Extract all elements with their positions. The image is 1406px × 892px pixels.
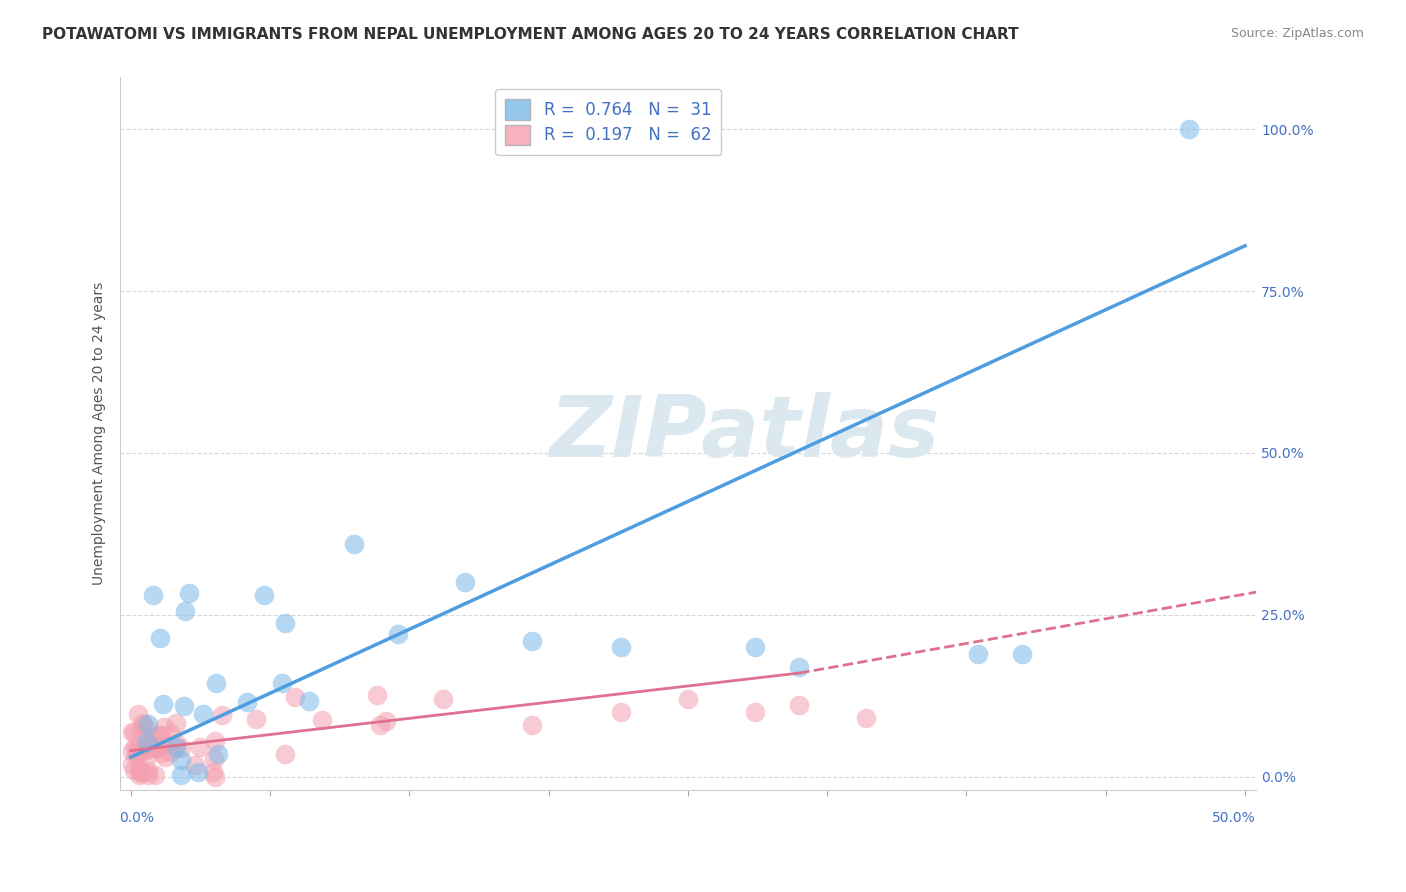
Point xyxy=(149,728,172,742)
Point xyxy=(1178,122,1201,136)
Point xyxy=(744,705,766,719)
Point xyxy=(610,705,633,719)
Point xyxy=(191,707,214,722)
Point xyxy=(202,752,225,766)
Point xyxy=(236,695,259,709)
Point xyxy=(132,744,155,758)
Point xyxy=(135,723,157,737)
Point xyxy=(207,747,229,762)
Point xyxy=(159,726,181,740)
Point xyxy=(127,706,149,721)
Point xyxy=(273,747,295,761)
Point xyxy=(205,676,228,690)
Point xyxy=(146,740,169,755)
Point xyxy=(125,742,148,756)
Point xyxy=(149,631,172,645)
Point xyxy=(124,724,146,739)
Text: Source: ZipAtlas.com: Source: ZipAtlas.com xyxy=(1230,27,1364,40)
Point xyxy=(274,615,297,630)
Point xyxy=(143,767,166,781)
Point xyxy=(520,718,543,732)
Point xyxy=(135,752,157,766)
Text: ZIPatlas: ZIPatlas xyxy=(550,392,939,475)
Point xyxy=(173,698,195,713)
Point xyxy=(284,690,307,704)
Point xyxy=(855,711,877,725)
Point xyxy=(124,739,146,754)
Point xyxy=(127,747,149,761)
Point xyxy=(454,575,477,590)
Point xyxy=(204,734,226,748)
Point xyxy=(141,740,163,755)
Point xyxy=(145,740,167,755)
Text: POTAWATOMI VS IMMIGRANTS FROM NEPAL UNEMPLOYMENT AMONG AGES 20 TO 24 YEARS CORRE: POTAWATOMI VS IMMIGRANTS FROM NEPAL UNEM… xyxy=(42,27,1019,42)
Point xyxy=(121,756,143,771)
Point xyxy=(128,768,150,782)
Point xyxy=(136,716,159,731)
Point xyxy=(132,716,155,731)
Point xyxy=(160,745,183,759)
Point xyxy=(152,698,174,712)
Point xyxy=(153,720,176,734)
Point xyxy=(375,714,398,728)
Text: 0.0%: 0.0% xyxy=(120,811,155,824)
Point xyxy=(124,764,146,778)
Text: 50.0%: 50.0% xyxy=(1212,811,1256,824)
Point xyxy=(138,764,160,779)
Point xyxy=(165,736,187,750)
Point xyxy=(173,605,195,619)
Point xyxy=(311,713,333,727)
Point xyxy=(298,694,321,708)
Point xyxy=(136,734,159,748)
Point xyxy=(136,768,159,782)
Point xyxy=(744,640,766,654)
Point xyxy=(966,647,988,661)
Point xyxy=(153,750,176,764)
Point xyxy=(204,770,226,784)
Point xyxy=(142,588,165,602)
Point xyxy=(128,743,150,757)
Point xyxy=(138,736,160,750)
Point xyxy=(128,761,150,775)
Point xyxy=(187,764,209,779)
Y-axis label: Unemployment Among Ages 20 to 24 years: Unemployment Among Ages 20 to 24 years xyxy=(93,282,107,585)
Point xyxy=(342,536,364,550)
Point xyxy=(129,764,152,779)
Point xyxy=(253,588,276,602)
Point xyxy=(138,742,160,756)
Point xyxy=(165,739,187,754)
Point xyxy=(165,716,187,731)
Point xyxy=(201,765,224,780)
Legend: R =  0.764   N =  31, R =  0.197   N =  62: R = 0.764 N = 31, R = 0.197 N = 62 xyxy=(495,89,721,155)
Point xyxy=(129,766,152,780)
Point xyxy=(387,627,409,641)
Point xyxy=(121,743,143,757)
Point xyxy=(170,740,193,755)
Point xyxy=(245,713,267,727)
Point xyxy=(787,698,810,713)
Point xyxy=(125,748,148,763)
Point xyxy=(142,731,165,745)
Point xyxy=(121,725,143,739)
Point xyxy=(132,718,155,732)
Point xyxy=(1011,647,1033,661)
Point xyxy=(170,753,193,767)
Point xyxy=(148,728,170,742)
Point xyxy=(676,692,699,706)
Point xyxy=(150,746,173,760)
Point xyxy=(610,640,633,654)
Point xyxy=(787,659,810,673)
Point xyxy=(170,767,193,781)
Point xyxy=(211,708,233,723)
Point xyxy=(150,737,173,751)
Point xyxy=(368,718,391,732)
Point xyxy=(177,586,200,600)
Point xyxy=(188,739,211,754)
Point xyxy=(129,725,152,739)
Point xyxy=(271,676,294,690)
Point xyxy=(432,692,454,706)
Point xyxy=(520,633,543,648)
Point xyxy=(183,758,205,772)
Point xyxy=(366,688,388,702)
